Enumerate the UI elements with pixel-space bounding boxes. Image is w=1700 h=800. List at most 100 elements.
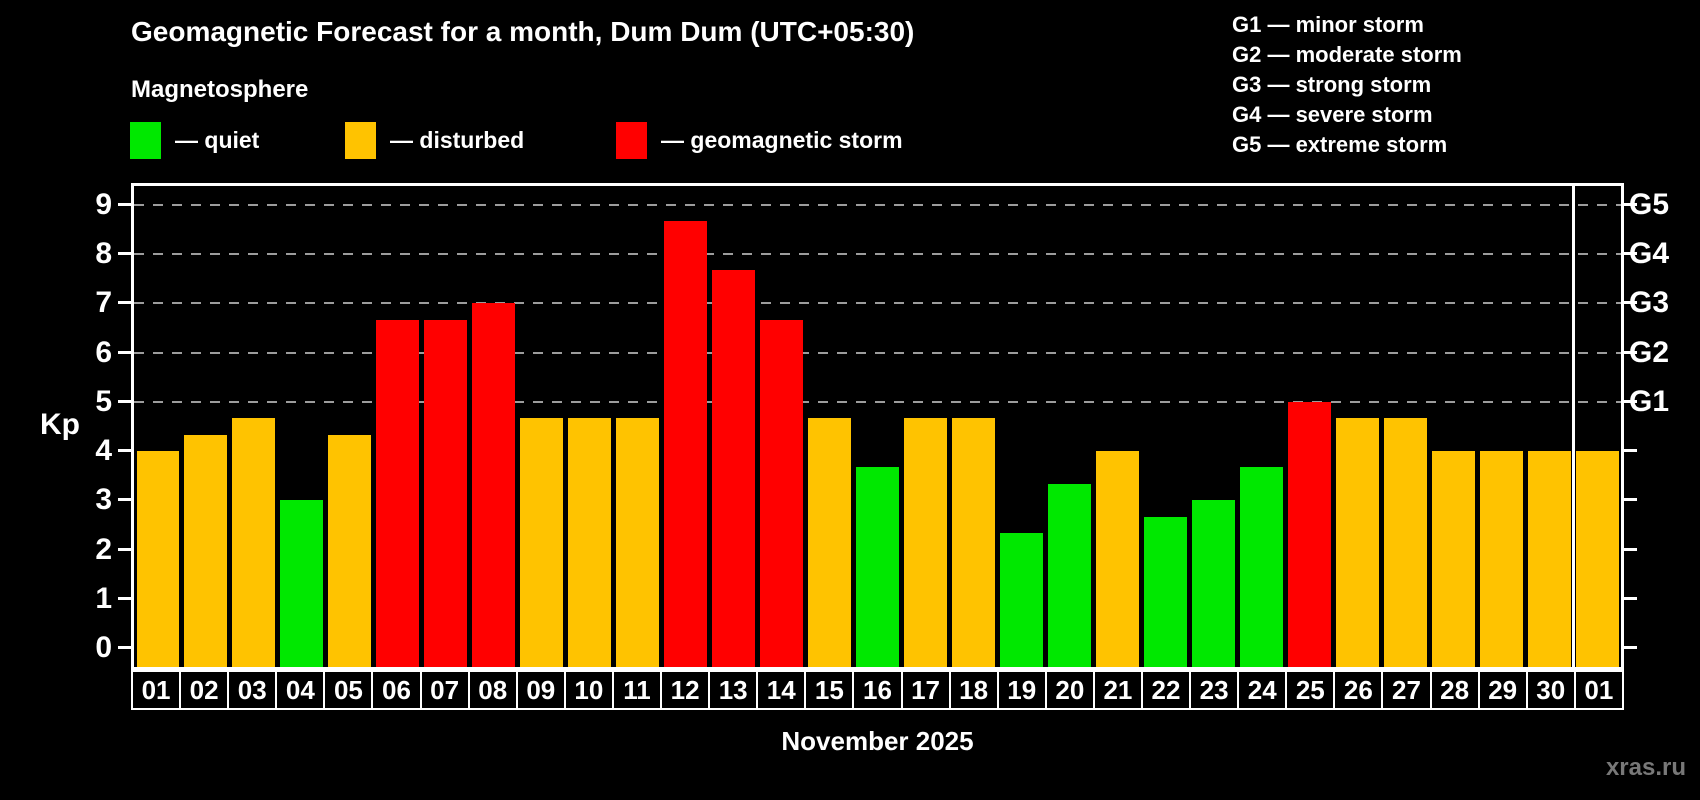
bar-slot xyxy=(1381,186,1429,667)
day-label-23: 23 xyxy=(1189,670,1240,710)
legend-item-disturbed: — disturbed xyxy=(345,121,524,159)
day-label-22: 22 xyxy=(1140,670,1192,710)
day-label-26: 26 xyxy=(1333,670,1384,710)
day-label-04: 04 xyxy=(275,670,326,710)
tick-right-kp-2 xyxy=(1624,547,1637,551)
bar-slot xyxy=(1045,186,1093,667)
g-scale-label-g2: G2 xyxy=(1629,335,1670,369)
bars-container xyxy=(134,186,1621,667)
kp-bar-day-11 xyxy=(616,418,660,667)
kp-bar-day-05 xyxy=(328,434,372,667)
g-scale-label-g1: G1 xyxy=(1629,384,1670,418)
bar-slot xyxy=(1477,186,1525,667)
legend-label-quiet: — quiet xyxy=(175,126,260,153)
y-tick-label-9: 9 xyxy=(95,188,112,221)
kp-bar-day-26 xyxy=(1335,418,1379,667)
kp-bar-day-04 xyxy=(280,500,324,667)
y-tick-label-0: 0 xyxy=(95,631,112,664)
page-title: Geomagnetic Forecast for a month, Dum Du… xyxy=(131,16,915,47)
day-label-18: 18 xyxy=(948,670,999,710)
day-label-06: 06 xyxy=(371,670,422,710)
tick-right-kp-7 xyxy=(1624,301,1637,305)
g-scale-label-g4: G4 xyxy=(1629,237,1670,271)
kp-bar-day-02 xyxy=(184,434,228,667)
kp-bar-day-28 xyxy=(1431,451,1475,667)
y-tick-label-7: 7 xyxy=(95,286,112,320)
tick-left-kp-6 xyxy=(118,350,131,354)
tick-left-kp-5 xyxy=(118,399,131,403)
bar-slot xyxy=(1189,186,1237,667)
kp-bar-day-30 xyxy=(1527,451,1571,667)
bar-slot xyxy=(182,186,230,667)
legend-label-disturbed: — disturbed xyxy=(390,126,525,153)
bar-slot xyxy=(949,186,997,667)
g-scale-label-g3: G3 xyxy=(1629,286,1670,320)
bar-slot xyxy=(854,186,902,667)
plot-area: 0 1 2 3 4 5 6 7 8 9 G1 G2 G3 G4 G5 xyxy=(95,183,1669,670)
storm-scale-g2: G2 — moderate storm xyxy=(1232,42,1462,67)
day-label-24: 24 xyxy=(1237,670,1288,710)
tick-left-kp-9 xyxy=(118,203,131,206)
kp-bar-day-15 xyxy=(808,418,852,667)
bar-slot xyxy=(1141,186,1189,667)
bar-slot xyxy=(1333,186,1381,667)
kp-bar-day-27 xyxy=(1383,418,1427,667)
gridline-kp-7 xyxy=(134,302,1621,305)
kp-bar-day-29 xyxy=(1479,451,1523,667)
day-label-07: 07 xyxy=(419,670,470,710)
day-label-02: 02 xyxy=(179,670,230,710)
kp-bar-day-03 xyxy=(232,418,276,667)
bar-slot xyxy=(806,186,854,667)
storm-scale-g3: G3 — strong storm xyxy=(1232,72,1432,97)
watermark-xras: xras.ru xyxy=(1605,754,1686,781)
kp-bar-day-14 xyxy=(760,319,804,667)
day-label-10: 10 xyxy=(563,670,614,710)
day-label-25: 25 xyxy=(1285,670,1336,710)
bar-slot xyxy=(1429,186,1477,667)
bar-slot xyxy=(470,186,518,667)
disturbed-color-swatch xyxy=(345,121,376,159)
kp-bar-day-08 xyxy=(472,303,516,667)
tick-left-kp-0 xyxy=(118,646,131,649)
y-tick-label-8: 8 xyxy=(95,237,112,271)
tick-right-kp-4 xyxy=(1624,449,1637,453)
day-label-14: 14 xyxy=(756,670,807,710)
kp-bar-day-23 xyxy=(1191,500,1235,667)
day-label-11: 11 xyxy=(611,670,663,710)
kp-bar-day-16 xyxy=(856,467,899,667)
gridline-kp-8 xyxy=(134,253,1621,256)
kp-bar-day-10 xyxy=(568,418,612,667)
kp-bar-day-09 xyxy=(520,418,564,667)
tick-left-kp-7 xyxy=(118,301,131,305)
kp-bar-day-20 xyxy=(1047,484,1091,667)
day-label-09: 09 xyxy=(515,670,566,710)
storm-scale-g5: G5 — extreme storm xyxy=(1232,132,1448,157)
kp-bar-day-25 xyxy=(1287,401,1331,667)
bar-slot xyxy=(566,186,614,667)
day-label-08: 08 xyxy=(467,670,518,710)
kp-bar-day-13 xyxy=(712,270,756,667)
storm-scale-g4: G4 — severe storm xyxy=(1232,102,1433,127)
g-scale-label-g5: G5 xyxy=(1629,188,1670,221)
day-label-15: 15 xyxy=(804,670,855,710)
kp-bar-day-07 xyxy=(424,319,468,667)
day-label-01: 01 xyxy=(131,670,182,710)
bar-slot xyxy=(230,186,278,667)
bar-slot xyxy=(518,186,566,667)
bar-slot xyxy=(1573,186,1621,667)
day-label-next-01: 01 xyxy=(1573,670,1624,710)
bar-slot xyxy=(1285,186,1333,667)
day-label-12: 12 xyxy=(660,670,711,710)
day-label-13: 13 xyxy=(708,670,759,710)
tick-left-kp-8 xyxy=(118,252,131,256)
day-label-27: 27 xyxy=(1381,670,1432,710)
kp-bar-day-18 xyxy=(951,418,995,667)
bar-slot xyxy=(614,186,662,667)
bar-slot xyxy=(1093,186,1141,667)
day-label-30: 30 xyxy=(1525,670,1576,710)
y-tick-label-6: 6 xyxy=(95,335,112,369)
kp-bar-day-01 xyxy=(136,451,180,667)
gridline-kp-6 xyxy=(134,351,1621,354)
x-axis-label-month: November 2025 xyxy=(781,726,974,756)
